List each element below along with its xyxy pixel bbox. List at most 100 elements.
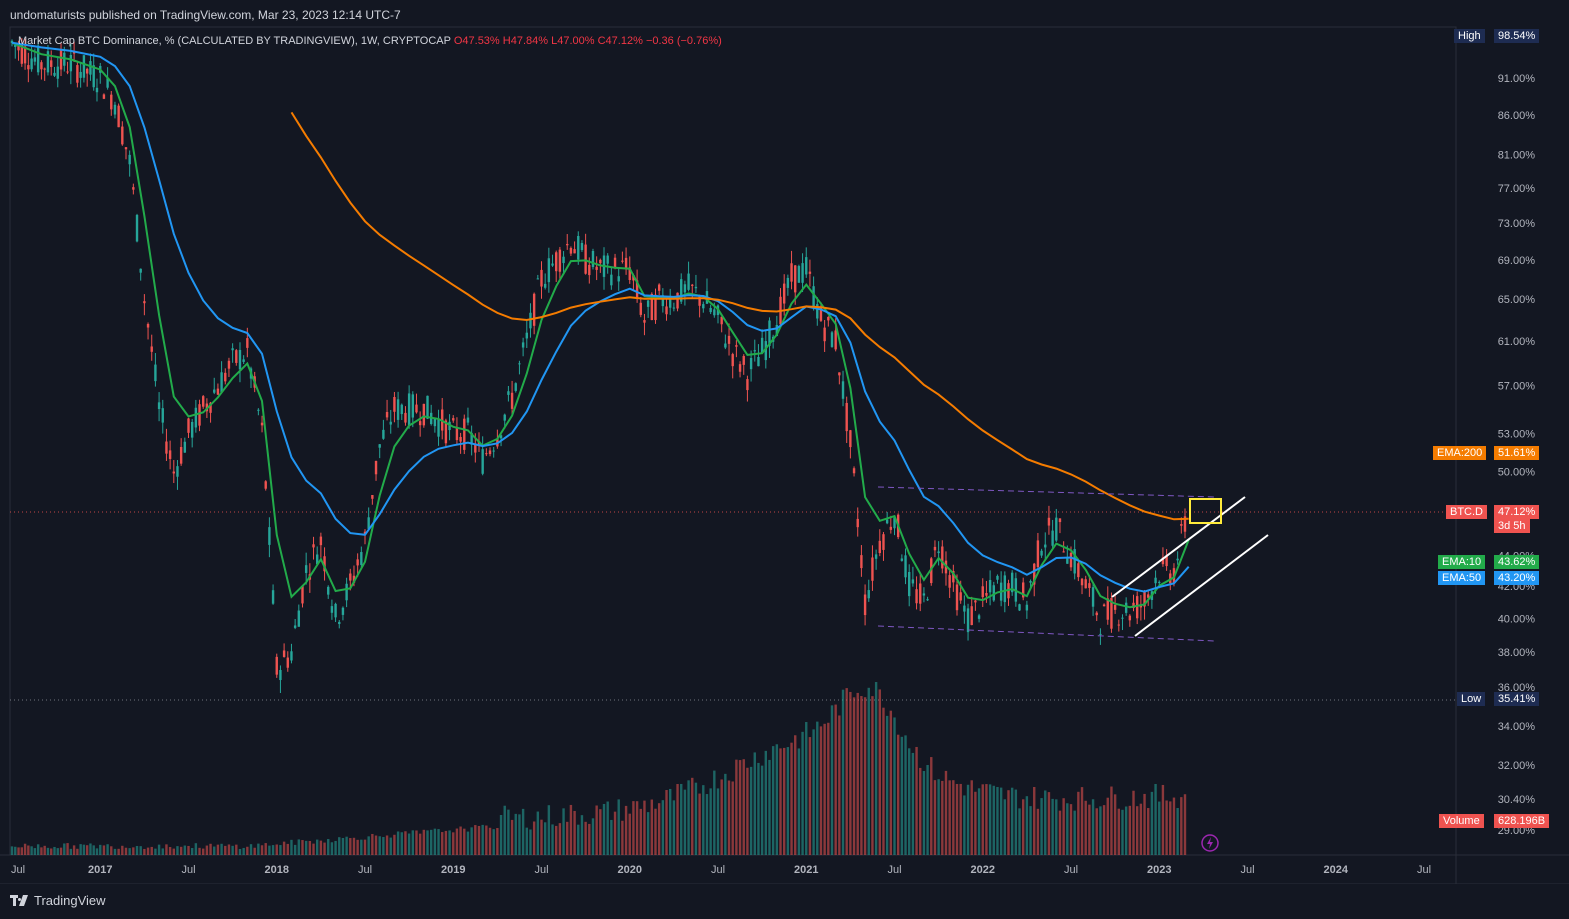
volume-bar (941, 780, 944, 855)
candle-body (970, 606, 973, 626)
volume-bar (735, 759, 738, 855)
candle-body (871, 557, 874, 581)
volume-bar (926, 765, 929, 855)
candle-body (92, 65, 95, 88)
volume-bar (146, 847, 150, 855)
legend-change: −0.36 (−0.76%) (645, 35, 722, 47)
candle-body (827, 317, 830, 321)
candle-body (183, 441, 187, 453)
volume-bar (488, 827, 492, 855)
volume-bar (235, 844, 238, 855)
x-tick-label: 2019 (441, 864, 465, 876)
volume-bar (871, 696, 874, 855)
candle-body (757, 356, 760, 367)
volume-bar (1110, 786, 1113, 855)
candle-body (1139, 605, 1143, 608)
candle-body (1121, 617, 1124, 619)
candle-body (760, 337, 764, 354)
volume-bar (463, 828, 466, 855)
candle-body (117, 105, 120, 128)
volume-bar (1158, 801, 1161, 855)
candle-body (922, 593, 926, 596)
volume-bar (919, 767, 922, 855)
volume-bar (797, 748, 801, 855)
candle-body (286, 657, 289, 668)
btcd-countdown: 3d 5h (1494, 519, 1530, 533)
volume-bar (411, 830, 415, 855)
candle-body (878, 540, 881, 554)
volume-bar (72, 845, 76, 855)
volume-bar (1128, 805, 1132, 855)
candle-body (257, 409, 260, 411)
candle-body (624, 257, 628, 270)
volume-bar (338, 837, 341, 855)
candle-body (816, 304, 819, 319)
candle-body (415, 404, 418, 413)
candle-body (1003, 575, 1007, 603)
candle-body (102, 94, 106, 99)
volume-bar (639, 808, 642, 855)
volume-bar (407, 833, 411, 855)
candle-body (720, 316, 723, 325)
candle-body (466, 417, 470, 423)
candle-body (1021, 582, 1025, 598)
candle-body (889, 526, 893, 530)
volume-bar (698, 793, 701, 855)
x-tick-label: Jul (711, 864, 725, 876)
volume-bar (878, 689, 881, 855)
candle-body (36, 45, 40, 73)
volume-bar (827, 722, 830, 855)
volume-bar (1044, 790, 1047, 855)
volume-bar (202, 848, 205, 855)
volume-bar (852, 697, 856, 855)
chart-legend[interactable]: Market Cap BTC Dominance, % (CALCULATED … (18, 35, 722, 47)
candle-body (1176, 558, 1179, 561)
candle-body (731, 354, 734, 367)
candle-body (422, 403, 426, 426)
x-tick-label: Jul (1240, 864, 1254, 876)
volume-bar (330, 842, 334, 855)
tradingview-logo[interactable]: TradingView (10, 893, 106, 908)
candle-body (106, 78, 109, 88)
candle-body (161, 408, 164, 423)
candle-body (374, 460, 378, 475)
candle-body (966, 608, 970, 633)
candle-body (282, 650, 286, 657)
volume-bar (1010, 787, 1014, 855)
volume-bar (14, 846, 17, 855)
volume-bar (441, 832, 444, 855)
volume-bar (448, 830, 451, 855)
candle-body (168, 450, 172, 459)
candle-body (463, 418, 466, 450)
volume-bar (716, 788, 720, 855)
volume-bar (143, 848, 146, 855)
candle-body (1084, 579, 1087, 589)
candle-body (66, 71, 69, 73)
volume-bar (304, 840, 308, 855)
candle-body (959, 592, 962, 601)
x-tick-label: 2017 (88, 864, 112, 876)
volume-bar (481, 824, 484, 855)
volume-bar (1099, 806, 1102, 855)
volume-bar (805, 722, 808, 855)
candle-body (841, 381, 845, 399)
candle-body (852, 468, 856, 474)
y-tick-label: 65.00% (1498, 294, 1536, 306)
ema50-value: 43.20% (1494, 571, 1540, 585)
volume-bar (327, 839, 330, 855)
candle-body (121, 126, 124, 145)
candle-body (33, 57, 37, 62)
volume-bar (1036, 808, 1040, 855)
volume-bar (50, 848, 53, 855)
volume-bar (293, 844, 297, 855)
candle-body (146, 324, 150, 328)
candle-body (1066, 557, 1069, 564)
volume-bar (551, 824, 554, 855)
volume-bar (374, 835, 378, 855)
volume-bar (613, 811, 617, 855)
candle-body (834, 330, 837, 350)
candle-body (573, 249, 576, 254)
candle-body (378, 444, 381, 448)
legend-high: H47.84% (502, 35, 549, 47)
